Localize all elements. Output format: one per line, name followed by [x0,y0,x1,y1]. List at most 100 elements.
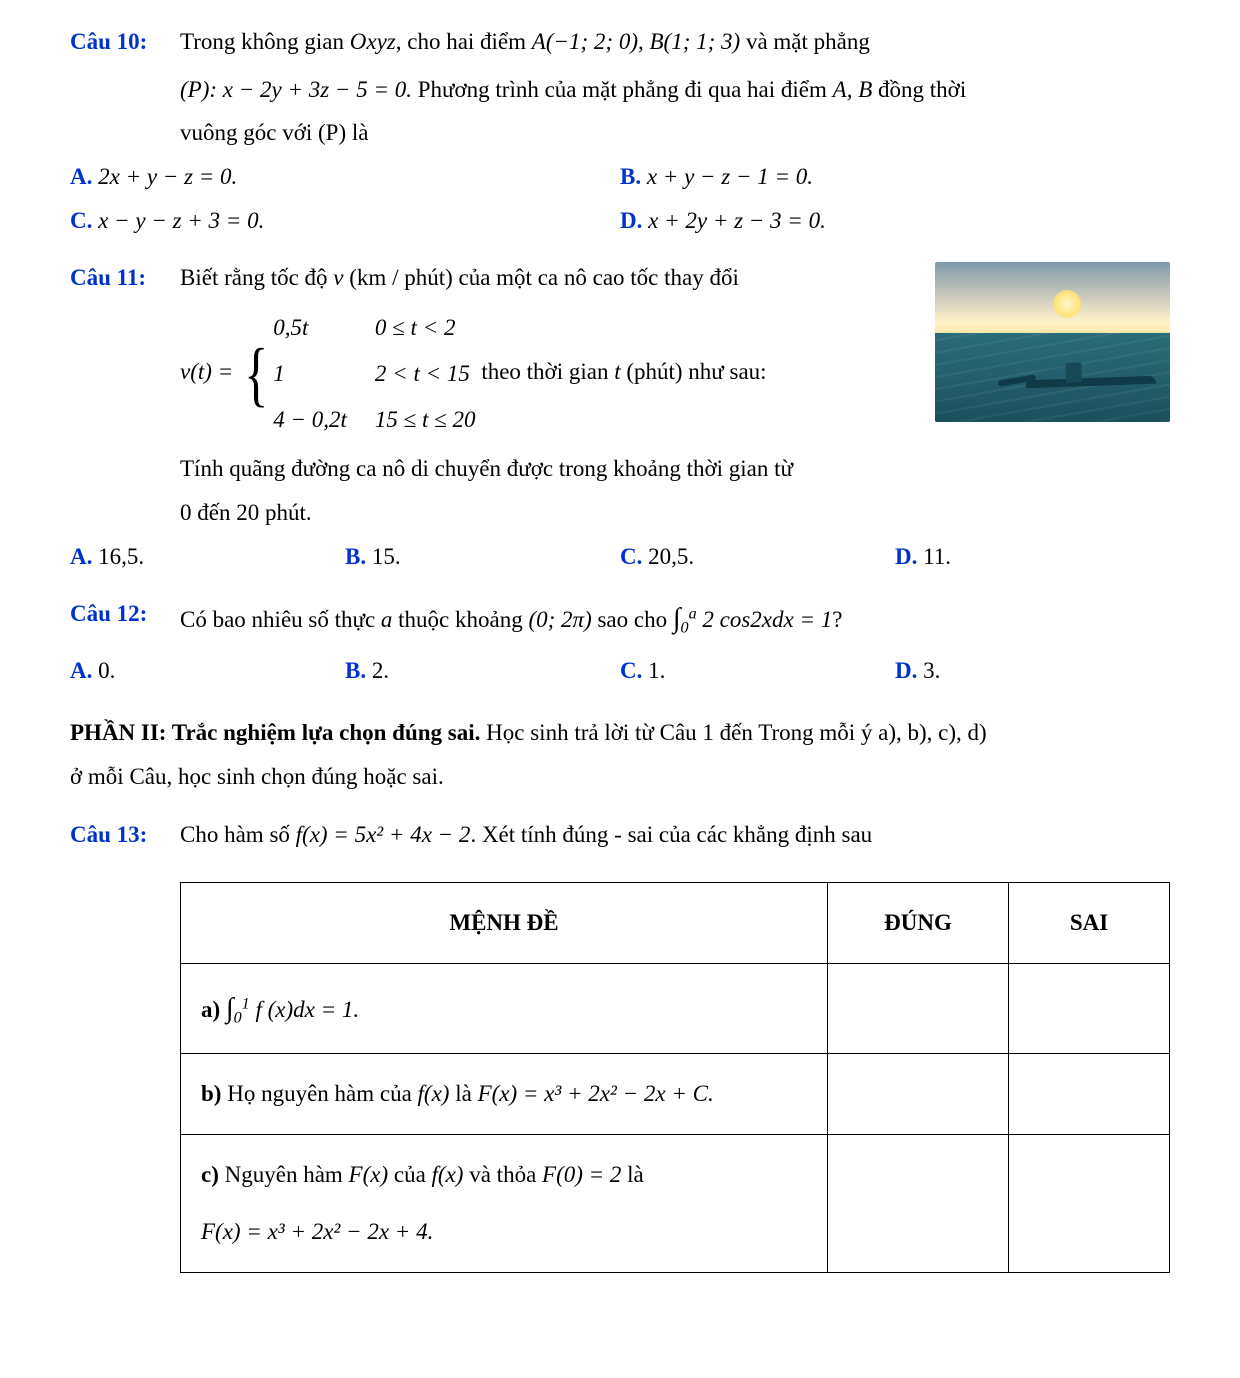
q10-stem-b: , cho hai điểm [396,29,532,54]
section2-line2: ở mỗi Câu, học sinh chọn đúng hoặc sai. [70,755,1170,799]
q13-row-b-dung [828,1054,1009,1135]
q12-optB-label: B. [345,658,366,683]
q11-optA-text: 16,5. [98,544,144,569]
q12-int: (0; 2π) [528,607,591,632]
q13-a-expr: f (x)dx = 1. [250,997,359,1022]
q10-label: Câu 10: [70,20,180,64]
q13-row-c-sai [1009,1134,1170,1272]
q10-stem-c: và mặt phẳng [740,29,870,54]
q13-a-lab: a) [201,997,226,1022]
q11-optD-label: D. [895,544,917,569]
q11-optA: A. 16,5. [70,535,345,579]
q13-c-txt4: là [621,1162,643,1187]
q12: Câu 12: Có bao nhiêu số thực a thuộc kho… [70,592,1170,645]
q13-b-fx: f(x) [418,1081,450,1106]
q12-qm: ? [832,607,842,632]
q10-opts-row2: C. x − y − z + 3 = 0. D. x + 2y + z − 3 … [70,199,1170,243]
q13-a-lo: 0 [234,1009,242,1026]
q10-optB: B. x + y − z − 1 = 0. [620,155,1170,199]
q13-row-b: b) Họ nguyên hàm của f(x) là F(x) = x³ +… [181,1054,1170,1135]
q11-brace-icon: { [244,338,268,410]
q13-th-row: MỆNH ĐỀ ĐÚNG SAI [181,883,1170,964]
q12-optA-text: 0. [98,658,115,683]
q13-c-txt3: và thỏa [463,1162,542,1187]
q13: Câu 13: Cho hàm số f(x) = 5x² + 4x − 2. … [70,813,1170,857]
q13-c-txt1: Nguyên hàm [225,1162,349,1187]
page: Câu 10: Trong không gian Oxyz, cho hai đ… [0,0,1240,1313]
q11-r3c2: 15 ≤ t ≤ 20 [375,398,476,442]
q10-ab: A, B [833,77,873,102]
q12-optD: D. 3. [895,649,1170,693]
q13-b-Fx: F(x) = x³ + 2x² − 2x + C. [478,1081,714,1106]
q10-optA-text: 2x + y − z = 0. [98,164,237,189]
q10-optA: A. 2x + y − z = 0. [70,155,620,199]
q11-after: theo thời gian [481,359,614,384]
q10-line3: vuông góc với (P) là [180,111,1170,155]
q11-after2: (phút) như sau: [621,359,767,384]
q10-optC: C. x − y − z + 3 = 0. [70,199,620,243]
q12-optA: A. 0. [70,649,345,693]
q11-r2c1: 1 [273,352,347,396]
q13-row-b-md: b) Họ nguyên hàm của f(x) là F(x) = x³ +… [181,1054,828,1135]
q12-optD-label: D. [895,658,917,683]
q11-optC: C. 20,5. [620,535,895,579]
q12-stem-a: Có bao nhiêu số thực [180,607,381,632]
q13-fx: f(x) = 5x² + 4x − 2 [296,822,471,847]
q13-c-fx: f(x) [432,1162,464,1187]
q10-line2d: đồng thời [872,77,966,102]
q11-body: Biết rằng tốc độ v (km / phút) của một c… [180,256,917,300]
q10-stem-a: Trong không gian [180,29,350,54]
q11-optA-label: A. [70,544,92,569]
q12-optC-label: C. [620,658,642,683]
section2-rest: Học sinh trả lời từ Câu 1 đến Trong mỗi … [480,720,986,745]
q12-optC: C. 1. [620,649,895,693]
q12-int-sign: ∫ [673,603,681,634]
q10-optA-label: A. [70,164,92,189]
q10-points: A(−1; 2; 0), B(1; 1; 3) [532,29,740,54]
q12-optA-label: A. [70,658,92,683]
q11-figure [935,262,1170,422]
q13-c-lab: c) [201,1162,225,1187]
q10-line2: (P): x − 2y + 3z − 5 = 0. Phương trình c… [180,68,1170,112]
q13-b-lab: b) [201,1081,227,1106]
q13-table: MỆNH ĐỀ ĐÚNG SAI a) ∫01 f (x)dx = 1. b) … [180,882,1170,1273]
q13-a-hi: 1 [242,995,250,1012]
q11-opts: A. 16,5. B. 15. C. 20,5. D. 11. [70,535,1170,579]
q10-line2b: Phương trình của mặt phẳng đi qua hai đi… [412,77,833,102]
q13-row-b-sai [1009,1054,1170,1135]
q13-stem-b: . Xét tính đúng - sai của các khẳng định… [470,822,872,847]
q13-b-is: là [449,1081,477,1106]
q12-optB: B. 2. [345,649,620,693]
q13-a-integral: ∫01 f (x)dx = 1. [226,997,359,1022]
q13-label: Câu 13: [70,813,180,857]
q10-opts-row1: A. 2x + y − z = 0. B. x + y − z − 1 = 0. [70,155,1170,199]
q10-optB-label: B. [620,164,641,189]
q13-c-line1: c) Nguyên hàm F(x) của f(x) và thỏa F(0)… [201,1153,807,1197]
q13-row-c: c) Nguyên hàm F(x) của f(x) và thỏa F(0)… [181,1134,1170,1272]
q10-optD: D. x + 2y + z − 3 = 0. [620,199,1170,243]
q11-vt: v(t) = [180,359,239,384]
q13-row-c-dung [828,1134,1009,1272]
q10-optC-label: C. [70,208,92,233]
q11-optB: B. 15. [345,535,620,579]
q12-opts: A. 0. B. 2. C. 1. D. 3. [70,649,1170,693]
q11-r3c1: 4 − 0,2t [273,398,347,442]
q11-optB-label: B. [345,544,366,569]
q11-optB-text: 15. [372,544,401,569]
q12-stem-b: thuộc khoảng [392,607,528,632]
q12-body: Có bao nhiêu số thực a thuộc khoảng (0; … [180,592,1170,645]
q13-row-a-dung [828,963,1009,1053]
q11-stem-a: Biết rằng tốc độ [180,265,333,290]
q13-c-line2: F(x) = x³ + 2x² − 2x + 4. [201,1210,807,1254]
q13-c-Fx1: F(x) [349,1162,389,1187]
q10-line3-txt: vuông góc với (P) là [180,120,368,145]
q11-stem-b: (km / phút) của một ca nô cao tốc thay đ… [344,265,739,290]
section2: PHẦN II: Trắc nghiệm lựa chọn đúng sai. … [70,711,1170,755]
q12-stem-c: sao cho [592,607,673,632]
q11-line3: Tính quãng đường ca nô di chuyển được tr… [180,447,1170,491]
q10-body: Trong không gian Oxyz, cho hai điểm A(−1… [180,20,1170,64]
q11: Câu 11: Biết rằng tốc độ v (km / phút) c… [70,256,1170,578]
q13-b-txt: Họ nguyên hàm của [227,1081,417,1106]
q13-row-a-md: a) ∫01 f (x)dx = 1. [181,963,828,1053]
q13-table-wrap: MỆNH ĐỀ ĐÚNG SAI a) ∫01 f (x)dx = 1. b) … [180,882,1170,1273]
